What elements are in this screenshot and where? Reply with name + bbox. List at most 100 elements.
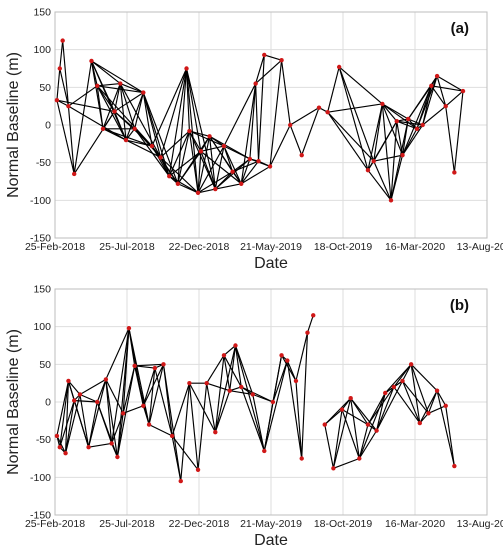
interferogram-pair-line <box>382 103 418 130</box>
acquisition-point <box>267 164 273 169</box>
acquisition-point <box>175 181 181 186</box>
interferogram-pair-line <box>206 354 225 384</box>
interferogram-pair-line <box>327 111 369 171</box>
acquisition-point <box>262 52 267 58</box>
interferogram-pair-line <box>74 399 98 403</box>
interferogram-pair-line <box>200 136 211 152</box>
acquisition-point <box>434 388 440 393</box>
x-tick-label: 22-Dec-2018 <box>169 518 230 530</box>
y-tick-label: 50 <box>39 359 51 371</box>
interferogram-pair-line <box>234 345 254 395</box>
x-tick-label: 25-Feb-2018 <box>25 241 85 253</box>
interferogram-pair-line <box>111 443 118 458</box>
interferogram-pair-line <box>59 40 64 69</box>
interferogram-pair-line <box>401 118 409 156</box>
interferogram-pair-line <box>436 390 455 467</box>
interferogram-pair-line <box>350 398 360 459</box>
interferogram-pair-line <box>96 379 107 403</box>
interferogram-pair-line <box>327 66 340 113</box>
interferogram-pair-line <box>65 394 81 454</box>
interferogram-edges <box>56 40 464 201</box>
acquisition-point <box>383 390 388 396</box>
acquisition-point <box>325 109 330 115</box>
acquisition-point <box>443 403 448 408</box>
interferogram-pair-line <box>445 106 455 173</box>
interferogram-pair-line <box>249 83 257 159</box>
acquisition-point <box>187 128 192 134</box>
acquisition-point <box>299 456 304 461</box>
acquisition-point <box>293 378 299 384</box>
acquisition-point <box>285 358 290 363</box>
interferogram-pair-line <box>214 345 237 433</box>
acquisition-point <box>158 155 163 160</box>
interferogram-pair-line <box>240 386 265 452</box>
interferogram-pair-line <box>338 66 383 105</box>
x-axis-label: Date <box>254 255 288 272</box>
interferogram-pair-line <box>240 83 257 184</box>
interferogram-pair-line <box>88 442 112 448</box>
interferogram-pair-line <box>286 360 297 382</box>
interferogram-pair-line <box>197 383 208 470</box>
interferogram-pair-line <box>338 66 369 171</box>
acquisition-point <box>374 428 379 433</box>
acquisition-point <box>380 101 385 107</box>
interferogram-pair-line <box>272 360 288 403</box>
interferogram-pair-line <box>240 158 251 184</box>
interferogram-pair-line <box>102 83 121 129</box>
acquisition-point <box>400 378 405 384</box>
acquisition-point <box>391 384 397 390</box>
interferogram-pair-line <box>185 68 202 152</box>
acquisition-point <box>63 451 68 456</box>
acquisition-point <box>54 433 60 439</box>
acquisition-point <box>256 158 261 164</box>
interferogram-pair-line <box>97 82 121 87</box>
interferogram-pair-line <box>295 380 303 459</box>
acquisition-point <box>204 380 209 386</box>
interferogram-pair-line <box>436 75 464 92</box>
interferogram-pair-line <box>56 380 70 437</box>
interferogram-pair-line <box>142 92 170 177</box>
interferogram-pair-line <box>113 83 121 112</box>
interferogram-pair-line <box>445 405 455 467</box>
interferogram-pair-line <box>295 332 309 382</box>
acquisition-point <box>118 81 123 86</box>
acquisition-nodes <box>54 313 457 484</box>
interferogram-pair-line <box>188 130 199 193</box>
interferogram-pair-line <box>125 92 144 141</box>
interferogram-pair-line <box>327 103 383 113</box>
acquisition-point <box>57 66 62 71</box>
acquisition-point <box>66 378 71 384</box>
interferogram-pair-line <box>177 183 199 194</box>
interferogram-pair-line <box>436 390 447 407</box>
interferogram-pair-line <box>189 130 225 147</box>
interferogram-pair-line <box>240 165 271 185</box>
interferogram-pair-line <box>255 83 260 162</box>
acquisition-point <box>417 420 422 426</box>
interferogram-pair-line <box>223 355 231 391</box>
interferogram-pair-line <box>332 398 352 469</box>
interferogram-pair-line <box>122 405 144 414</box>
acquisition-point <box>132 363 137 369</box>
x-tick-label: 21-May-2019 <box>240 518 302 530</box>
interferogram-pair-line <box>125 139 153 147</box>
interferogram-pair-line <box>200 151 216 190</box>
interferogram-pair-line <box>125 128 136 141</box>
interferogram-pair-line <box>367 386 395 425</box>
interferogram-pair-line <box>197 171 233 194</box>
interferogram-pair-line <box>142 367 156 406</box>
interferogram-pair-line <box>431 85 464 92</box>
interferogram-pair-line <box>142 92 153 147</box>
y-tick-label: -150 <box>30 233 51 245</box>
interferogram-pair-line <box>453 91 464 173</box>
y-tick-label: -100 <box>30 472 51 484</box>
acquisition-point <box>299 152 304 158</box>
interferogram-pair-line <box>56 435 67 454</box>
interferogram-pair-line <box>148 424 173 437</box>
interferogram-pair-line <box>306 315 314 333</box>
acquisition-point <box>452 170 457 175</box>
interferogram-pair-line <box>301 332 309 459</box>
interferogram-pair-line <box>188 130 216 190</box>
acquisition-point <box>126 325 132 331</box>
interferogram-pair-line <box>206 383 216 433</box>
interferogram-pair-line <box>223 83 257 147</box>
